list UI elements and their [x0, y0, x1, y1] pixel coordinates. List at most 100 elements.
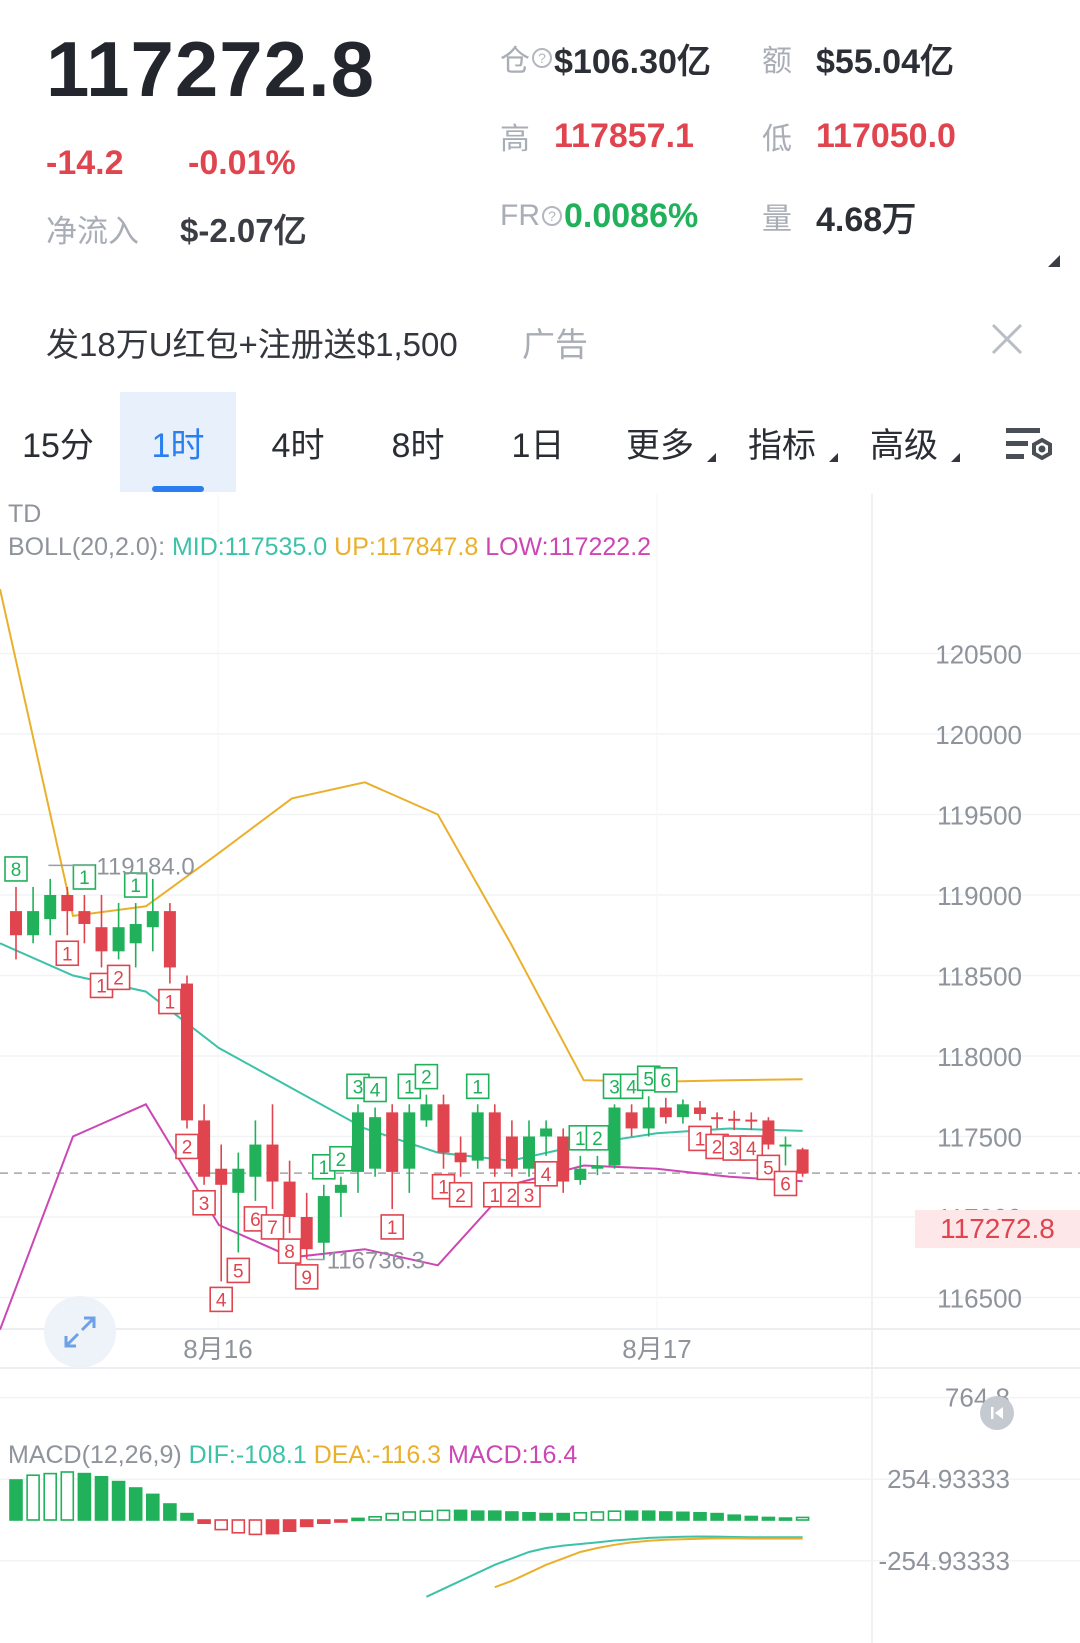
candle-body	[10, 911, 22, 936]
macd-histogram-bar	[180, 1512, 194, 1521]
td-count-label: 1	[165, 993, 176, 1014]
td-count-label: 9	[301, 1268, 312, 1289]
td-count-box	[277, 1238, 302, 1264]
td-count-box	[380, 1214, 405, 1240]
candlestick-chart[interactable]: 1205001200001195001190001185001180001175…	[0, 494, 1080, 1643]
tab-more[interactable]: 更多	[600, 392, 720, 492]
boll-low: LOW:117222.2	[485, 533, 652, 561]
help-icon[interactable]: ?	[532, 48, 552, 68]
td-count-box	[226, 1257, 251, 1284]
low-marker-label: 116736.3	[327, 1247, 425, 1274]
close-icon[interactable]	[990, 322, 1024, 356]
jump-to-latest-button[interactable]	[980, 1396, 1014, 1430]
tab-label: 8时	[391, 426, 445, 465]
turnover-stat: 额 $55.04亿	[762, 36, 954, 81]
macd-histogram-bar	[214, 1519, 228, 1531]
td-count-label: 4	[370, 1081, 381, 1102]
macd-histogram-bar	[26, 1474, 40, 1521]
ticker-header: 117272.8 -14.2 -0.01% 净流入 $-2.07亿 仓 ? $1…	[0, 0, 1080, 280]
macd-histogram-bar	[9, 1479, 23, 1521]
candle-body	[574, 1168, 587, 1180]
td-count-label: 1	[404, 1077, 415, 1098]
boll-up-line	[0, 588, 803, 1083]
tab-8h[interactable]: 8时	[360, 392, 476, 492]
y-axis-label: 118500	[937, 962, 1022, 992]
candle-body	[27, 911, 40, 936]
ad-text[interactable]: 发18万U红包+注册送$1,500	[46, 326, 458, 363]
td-count-box	[123, 872, 148, 898]
macd-histogram-bar	[231, 1519, 246, 1534]
td-count-label: 4	[746, 1139, 757, 1160]
td-count-label: 1	[472, 1077, 483, 1098]
candle-body	[61, 895, 74, 912]
high-stat: 高 117857.1	[500, 114, 694, 158]
tab-15m[interactable]: 15分	[0, 392, 116, 492]
ad-banner[interactable]: 发18万U红包+注册送$1,500 广告	[0, 300, 1080, 380]
candle-body	[317, 1196, 330, 1243]
y-axis-label: 118000	[937, 1042, 1022, 1072]
candle-body	[540, 1128, 553, 1137]
candle-body	[711, 1117, 724, 1120]
candle-body	[745, 1119, 758, 1122]
candle-body	[78, 911, 91, 924]
fullscreen-button[interactable]	[44, 1296, 116, 1368]
candle-body	[625, 1112, 638, 1129]
macd-value: MACD:16.4	[448, 1441, 578, 1469]
td-count-label: 1	[695, 1129, 706, 1150]
high-marker-label: 119184.0	[96, 853, 194, 880]
help-icon[interactable]: ?	[542, 206, 562, 226]
tab-label: 1日	[511, 426, 565, 465]
td-count-box	[294, 1264, 319, 1290]
macd-histogram-bar	[334, 1519, 348, 1523]
funding-rate-label: FR	[500, 199, 540, 232]
tab-label: 高级	[870, 426, 938, 465]
current-price-tag: 117272.8	[915, 1210, 1080, 1248]
tab-4h[interactable]: 4时	[240, 392, 356, 492]
candle-body	[420, 1104, 433, 1121]
expand-stats-icon[interactable]	[1048, 255, 1060, 267]
macd-histogram-bar	[658, 1511, 673, 1521]
high-value: 117857.1	[554, 116, 694, 155]
y-axis-label: 120500	[935, 640, 1022, 670]
td-count-label: 3	[353, 1077, 364, 1098]
low-stat: 低 117050.0	[762, 114, 956, 158]
candle-body	[232, 1168, 245, 1193]
macd-histogram-bar	[43, 1472, 58, 1521]
ad-tag: 广告	[522, 326, 588, 363]
open-interest-value: $106.30亿	[554, 42, 711, 81]
candle-body	[779, 1144, 792, 1147]
candle-body	[112, 927, 125, 952]
tab-1h[interactable]: 1时	[120, 392, 236, 492]
td-count-box	[192, 1189, 216, 1216]
td-count-label: 3	[524, 1186, 535, 1207]
boll-label: BOLL(20,2.0):	[8, 533, 166, 561]
candle-body	[796, 1149, 809, 1174]
macd-histogram-bar	[539, 1512, 553, 1521]
candle-body	[659, 1107, 672, 1118]
macd-histogram-bar	[282, 1519, 297, 1532]
td-count-label: 5	[643, 1069, 654, 1090]
candle-body	[146, 911, 159, 928]
chart-settings-icon[interactable]	[1004, 424, 1054, 468]
price-change: -14.2	[46, 144, 124, 182]
td-count-label: 2	[336, 1150, 347, 1171]
candle-body	[198, 1120, 211, 1177]
candle-body	[44, 895, 57, 920]
macd-histogram-bar	[487, 1510, 502, 1521]
candle-body	[249, 1144, 262, 1177]
macd-dea-line	[494, 1537, 803, 1589]
tab-label: 4时	[271, 426, 325, 465]
tab-advanced[interactable]: 高级	[844, 392, 964, 492]
macd-histogram-bar	[624, 1510, 639, 1521]
tab-label: 更多	[626, 426, 694, 465]
funding-rate-stat: FR ? 0.0086%	[500, 194, 698, 238]
x-axis-label: 8月17	[622, 1334, 691, 1364]
candle-body	[523, 1136, 535, 1169]
td-count-label: 4	[626, 1077, 637, 1098]
td-count-box	[517, 1181, 541, 1208]
indicator-name: TD	[8, 500, 42, 528]
td-count-box	[585, 1125, 610, 1151]
tab-1d[interactable]: 1日	[480, 392, 596, 492]
tab-indicators[interactable]: 指标	[722, 392, 842, 492]
y-axis-label: 116500	[937, 1284, 1022, 1314]
